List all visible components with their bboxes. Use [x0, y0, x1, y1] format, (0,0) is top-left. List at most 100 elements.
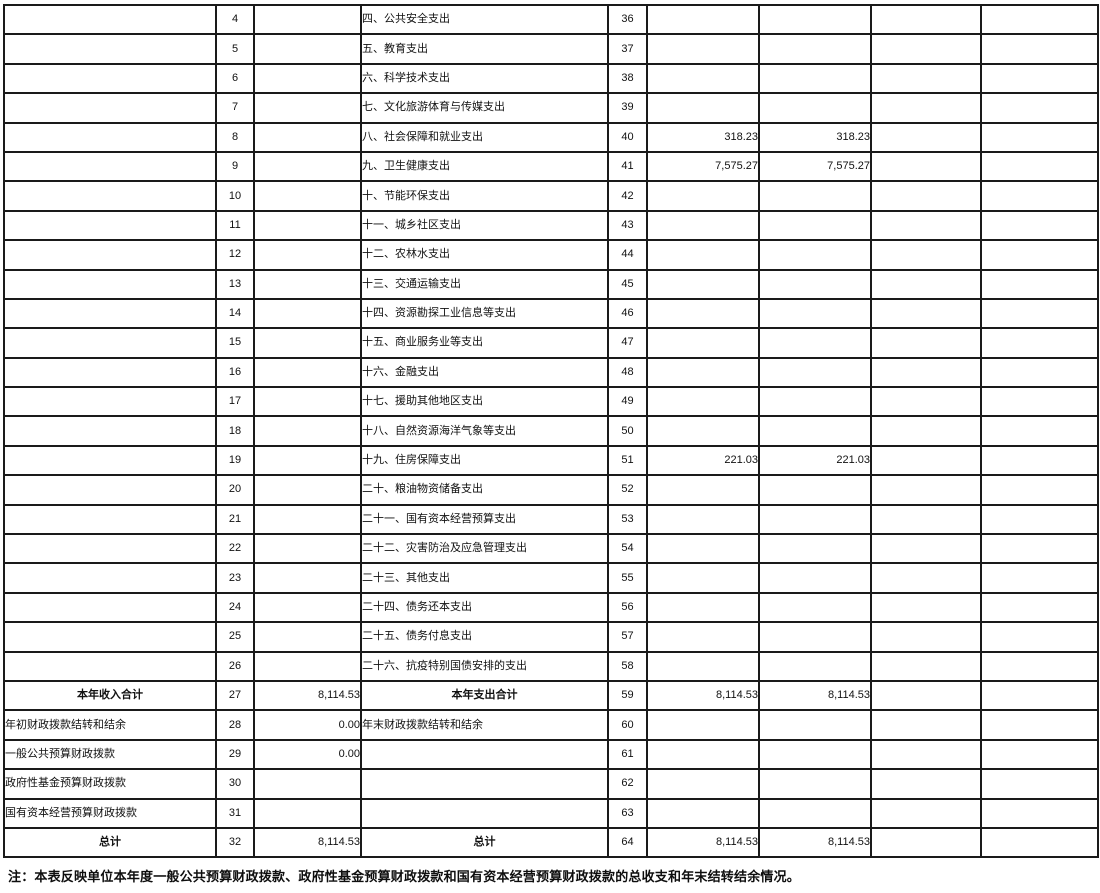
extra-col2-cell: [980, 650, 1099, 682]
table-row: 19 十九、住房保障支出 51 221.03 221.03: [3, 444, 1099, 477]
extra-col1-cell: [870, 92, 982, 124]
left-line-no-cell: 27: [215, 679, 255, 712]
right-label-cell: 十七、援助其他地区支出: [360, 386, 609, 418]
right-line-no-cell: 54: [607, 533, 648, 565]
left-label-cell: [3, 297, 217, 330]
right-label-cell: 十五、商业服务业等支出: [360, 327, 609, 359]
left-label-cell: [3, 503, 217, 536]
left-label-cell: [3, 180, 217, 212]
extra-col2-cell: [980, 209, 1099, 242]
right-value1-cell: [646, 268, 760, 300]
right-line-no-cell: 60: [607, 709, 648, 741]
left-value-cell: [253, 92, 362, 124]
extra-col2-cell: [980, 92, 1099, 124]
table-row: 15 十五、商业服务业等支出 47: [3, 327, 1099, 359]
right-value2-cell: [758, 797, 872, 829]
right-line-no-cell: 61: [607, 738, 648, 771]
right-label-cell: [360, 768, 609, 800]
left-line-no-cell: 23: [215, 562, 255, 594]
right-line-no-cell: 64: [607, 826, 648, 859]
extra-col2-cell: [980, 621, 1099, 653]
right-label-cell: [360, 738, 609, 771]
table-row: 16 十六、金融支出 48: [3, 356, 1099, 389]
left-value-cell: [253, 444, 362, 477]
left-line-no-cell: 7: [215, 92, 255, 124]
table-row: 本年收入合计 27 8,114.53 本年支出合计 59 8,114.53 8,114.53: [3, 679, 1099, 712]
extra-col1-cell: [870, 503, 982, 536]
extra-col2-cell: [980, 503, 1099, 536]
left-label-cell: [3, 239, 217, 271]
table-row: 21 二十一、国有资本经营预算支出 53: [3, 503, 1099, 536]
left-line-no-cell: 5: [215, 33, 255, 65]
left-value-cell: [253, 3, 362, 36]
right-value2-cell: [758, 180, 872, 212]
left-label-cell: [3, 444, 217, 477]
left-label-cell: 本年收入合计: [3, 679, 217, 712]
left-label-cell: [3, 533, 217, 565]
right-label-cell: 十八、自然资源海洋气象等支出: [360, 415, 609, 447]
right-value2-cell: [758, 239, 872, 271]
extra-col2-cell: [980, 415, 1099, 447]
extra-col2-cell: [980, 679, 1099, 712]
extra-col1-cell: [870, 562, 982, 594]
table-row: 7 七、文化旅游体育与传媒支出 39: [3, 92, 1099, 124]
right-value2-cell: [758, 474, 872, 506]
left-label-cell: [3, 33, 217, 65]
extra-col1-cell: [870, 650, 982, 682]
right-value2-cell: 8,114.53: [758, 826, 872, 859]
left-line-no-cell: 22: [215, 533, 255, 565]
right-line-no-cell: 51: [607, 444, 648, 477]
right-value1-cell: [646, 180, 760, 212]
right-value2-cell: 221.03: [758, 444, 872, 477]
left-line-no-cell: 25: [215, 621, 255, 653]
extra-col1-cell: [870, 297, 982, 330]
extra-col2-cell: [980, 356, 1099, 389]
table-row: 国有资本经营预算财政拨款 31 63: [3, 797, 1099, 829]
right-label-cell: 十四、资源勘探工业信息等支出: [360, 297, 609, 330]
right-value1-cell: [646, 709, 760, 741]
extra-col2-cell: [980, 33, 1099, 65]
left-value-cell: [253, 297, 362, 330]
extra-col1-cell: [870, 150, 982, 183]
extra-col2-cell: [980, 591, 1099, 624]
table-row: 4 四、公共安全支出 36: [3, 3, 1099, 36]
right-label-cell: 总计: [360, 826, 609, 859]
right-label-cell: 本年支出合计: [360, 679, 609, 712]
right-line-no-cell: 41: [607, 150, 648, 183]
right-value1-cell: [646, 239, 760, 271]
table-note: 注：本表反映单位本年度一般公共预算财政拨款、政府性基金预算财政拨款和国有资本经营…: [8, 869, 801, 884]
left-line-no-cell: 11: [215, 209, 255, 242]
right-label-cell: 十一、城乡社区支出: [360, 209, 609, 242]
right-value2-cell: [758, 33, 872, 65]
left-value-cell: [253, 386, 362, 418]
left-label-cell: 一般公共预算财政拨款: [3, 738, 217, 771]
left-label-cell: [3, 268, 217, 300]
left-line-no-cell: 14: [215, 297, 255, 330]
left-label-cell: [3, 150, 217, 183]
right-line-no-cell: 45: [607, 268, 648, 300]
left-value-cell: [253, 415, 362, 447]
right-label-cell: 十六、金融支出: [360, 356, 609, 389]
left-line-no-cell: 9: [215, 150, 255, 183]
left-line-no-cell: 31: [215, 797, 255, 829]
left-value-cell: [253, 503, 362, 536]
table-row: 一般公共预算财政拨款 29 0.00 61: [3, 738, 1099, 771]
left-label-cell: [3, 591, 217, 624]
right-value2-cell: 318.23: [758, 121, 872, 153]
right-value1-cell: [646, 797, 760, 829]
left-value-cell: [253, 33, 362, 65]
extra-col1-cell: [870, 679, 982, 712]
extra-col1-cell: [870, 415, 982, 447]
right-line-no-cell: 55: [607, 562, 648, 594]
right-value2-cell: 7,575.27: [758, 150, 872, 183]
right-label-cell: 八、社会保障和就业支出: [360, 121, 609, 153]
right-value2-cell: [758, 92, 872, 124]
table-row: 17 十七、援助其他地区支出 49: [3, 386, 1099, 418]
left-value-cell: [253, 268, 362, 300]
left-label-cell: [3, 121, 217, 153]
left-value-cell: 8,114.53: [253, 826, 362, 859]
left-value-cell: [253, 62, 362, 95]
right-value2-cell: [758, 562, 872, 594]
right-line-no-cell: 49: [607, 386, 648, 418]
right-line-no-cell: 43: [607, 209, 648, 242]
